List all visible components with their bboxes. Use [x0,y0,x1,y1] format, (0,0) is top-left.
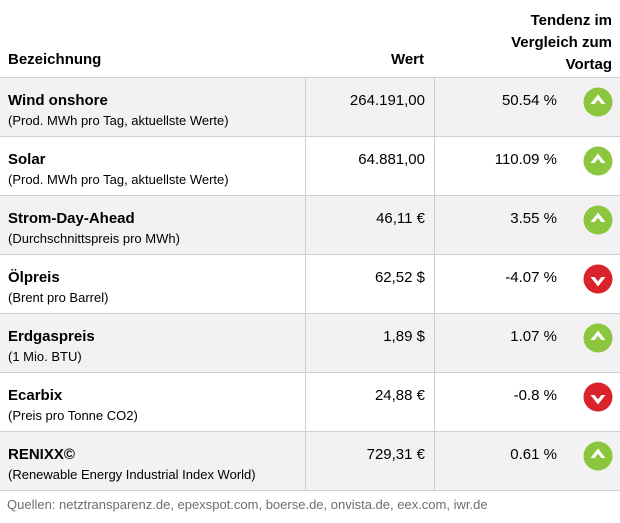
trend-cell [565,372,620,432]
row-value: 62,52 $ [374,269,425,286]
table-row: Wind onshore (Prod. MWh pro Tag, aktuell… [0,77,620,137]
value-cell: 264.191,00 [305,77,435,137]
value-cell: 1,89 $ [305,313,435,373]
name-cell: Solar (Prod. MWh pro Tag, aktuellste Wer… [0,136,306,196]
trend-cell [565,313,620,373]
column-header-trend: Tendenz im Vergleich zum Vortag [472,10,612,76]
column-header-value: Wert [390,51,424,68]
value-cell: 62,52 $ [305,254,435,314]
row-name: Ölpreis [8,269,60,286]
market-table-body: Wind onshore (Prod. MWh pro Tag, aktuell… [0,77,620,491]
change-cell: 50.54 % [434,77,565,137]
row-value: 24,88 € [374,387,425,404]
row-change: -0.8 % [513,387,557,404]
trend-down-icon [583,382,613,412]
row-name: Ecarbix [8,387,63,404]
table-row: Strom-Day-Ahead (Durchschnittspreis pro … [0,195,620,255]
table-row: Ecarbix (Preis pro Tonne CO2) 24,88 € -0… [0,372,620,432]
column-header-trend-line1: Tendenz im [530,12,612,29]
row-value: 64.881,00 [358,151,425,168]
trend-down-icon [583,264,613,294]
name-cell: Ecarbix (Preis pro Tonne CO2) [0,372,306,432]
value-cell: 64.881,00 [305,136,435,196]
column-header-trend-line2: Vergleich zum [511,34,612,51]
row-value: 264.191,00 [349,92,425,109]
change-cell: 1.07 % [434,313,565,373]
trend-up-icon [583,441,613,471]
value-cell: 729,31 € [305,431,435,491]
name-cell: Erdgaspreis (1 Mio. BTU) [0,313,306,373]
row-name: Erdgaspreis [8,328,95,345]
sources-footer: Quellen: netztransparenz.de, epexspot.co… [7,497,488,512]
row-subtitle: (Prod. MWh pro Tag, aktuellste Werte) [8,172,229,187]
name-cell: Strom-Day-Ahead (Durchschnittspreis pro … [0,195,306,255]
row-change: 3.55 % [510,210,557,227]
row-change: 110.09 % [494,151,557,168]
row-subtitle: (1 Mio. BTU) [8,349,82,364]
table-row: Solar (Prod. MWh pro Tag, aktuellste Wer… [0,136,620,196]
change-cell: -4.07 % [434,254,565,314]
row-change: -4.07 % [505,269,557,286]
row-subtitle: (Prod. MWh pro Tag, aktuellste Werte) [8,113,229,128]
row-name: Solar [8,151,46,168]
change-cell: 110.09 % [434,136,565,196]
row-change: 0.61 % [510,446,557,463]
row-name: Strom-Day-Ahead [8,210,135,227]
row-subtitle: (Brent pro Barrel) [8,290,109,305]
row-subtitle: (Durchschnittspreis pro MWh) [8,231,180,246]
change-cell: 3.55 % [434,195,565,255]
trend-up-icon [583,146,613,176]
value-cell: 24,88 € [305,372,435,432]
name-cell: Wind onshore (Prod. MWh pro Tag, aktuell… [0,77,306,137]
trend-cell [565,254,620,314]
row-name: RENIXX© [8,446,75,463]
row-value: 1,89 $ [383,328,425,345]
name-cell: RENIXX© (Renewable Energy Industrial Ind… [0,431,306,491]
column-header-name: Bezeichnung [8,51,102,68]
name-cell: Ölpreis (Brent pro Barrel) [0,254,306,314]
trend-cell [565,195,620,255]
trend-up-icon [583,87,613,117]
change-cell: 0.61 % [434,431,565,491]
row-value: 46,11 € [376,210,425,227]
change-cell: -0.8 % [434,372,565,432]
trend-up-icon [583,205,613,235]
trend-up-icon [583,323,613,353]
row-name: Wind onshore [8,92,108,109]
trend-cell [565,136,620,196]
table-row: Erdgaspreis (1 Mio. BTU) 1,89 $ 1.07 % [0,313,620,373]
value-cell: 46,11 € [305,195,435,255]
market-table: Wind onshore (Prod. MWh pro Tag, aktuell… [0,77,620,491]
trend-cell [565,431,620,491]
row-subtitle: (Preis pro Tonne CO2) [8,408,138,423]
row-change: 1.07 % [510,328,557,345]
table-row: Ölpreis (Brent pro Barrel) 62,52 $ -4.07… [0,254,620,314]
row-subtitle: (Renewable Energy Industrial Index World… [8,467,256,482]
column-header-trend-line3: Vortag [565,56,612,73]
trend-cell [565,77,620,137]
row-change: 50.54 % [501,92,557,109]
table-header: Bezeichnung Wert Tendenz im Vergleich zu… [0,0,620,77]
table-row: RENIXX© (Renewable Energy Industrial Ind… [0,431,620,491]
row-value: 729,31 € [366,446,425,463]
